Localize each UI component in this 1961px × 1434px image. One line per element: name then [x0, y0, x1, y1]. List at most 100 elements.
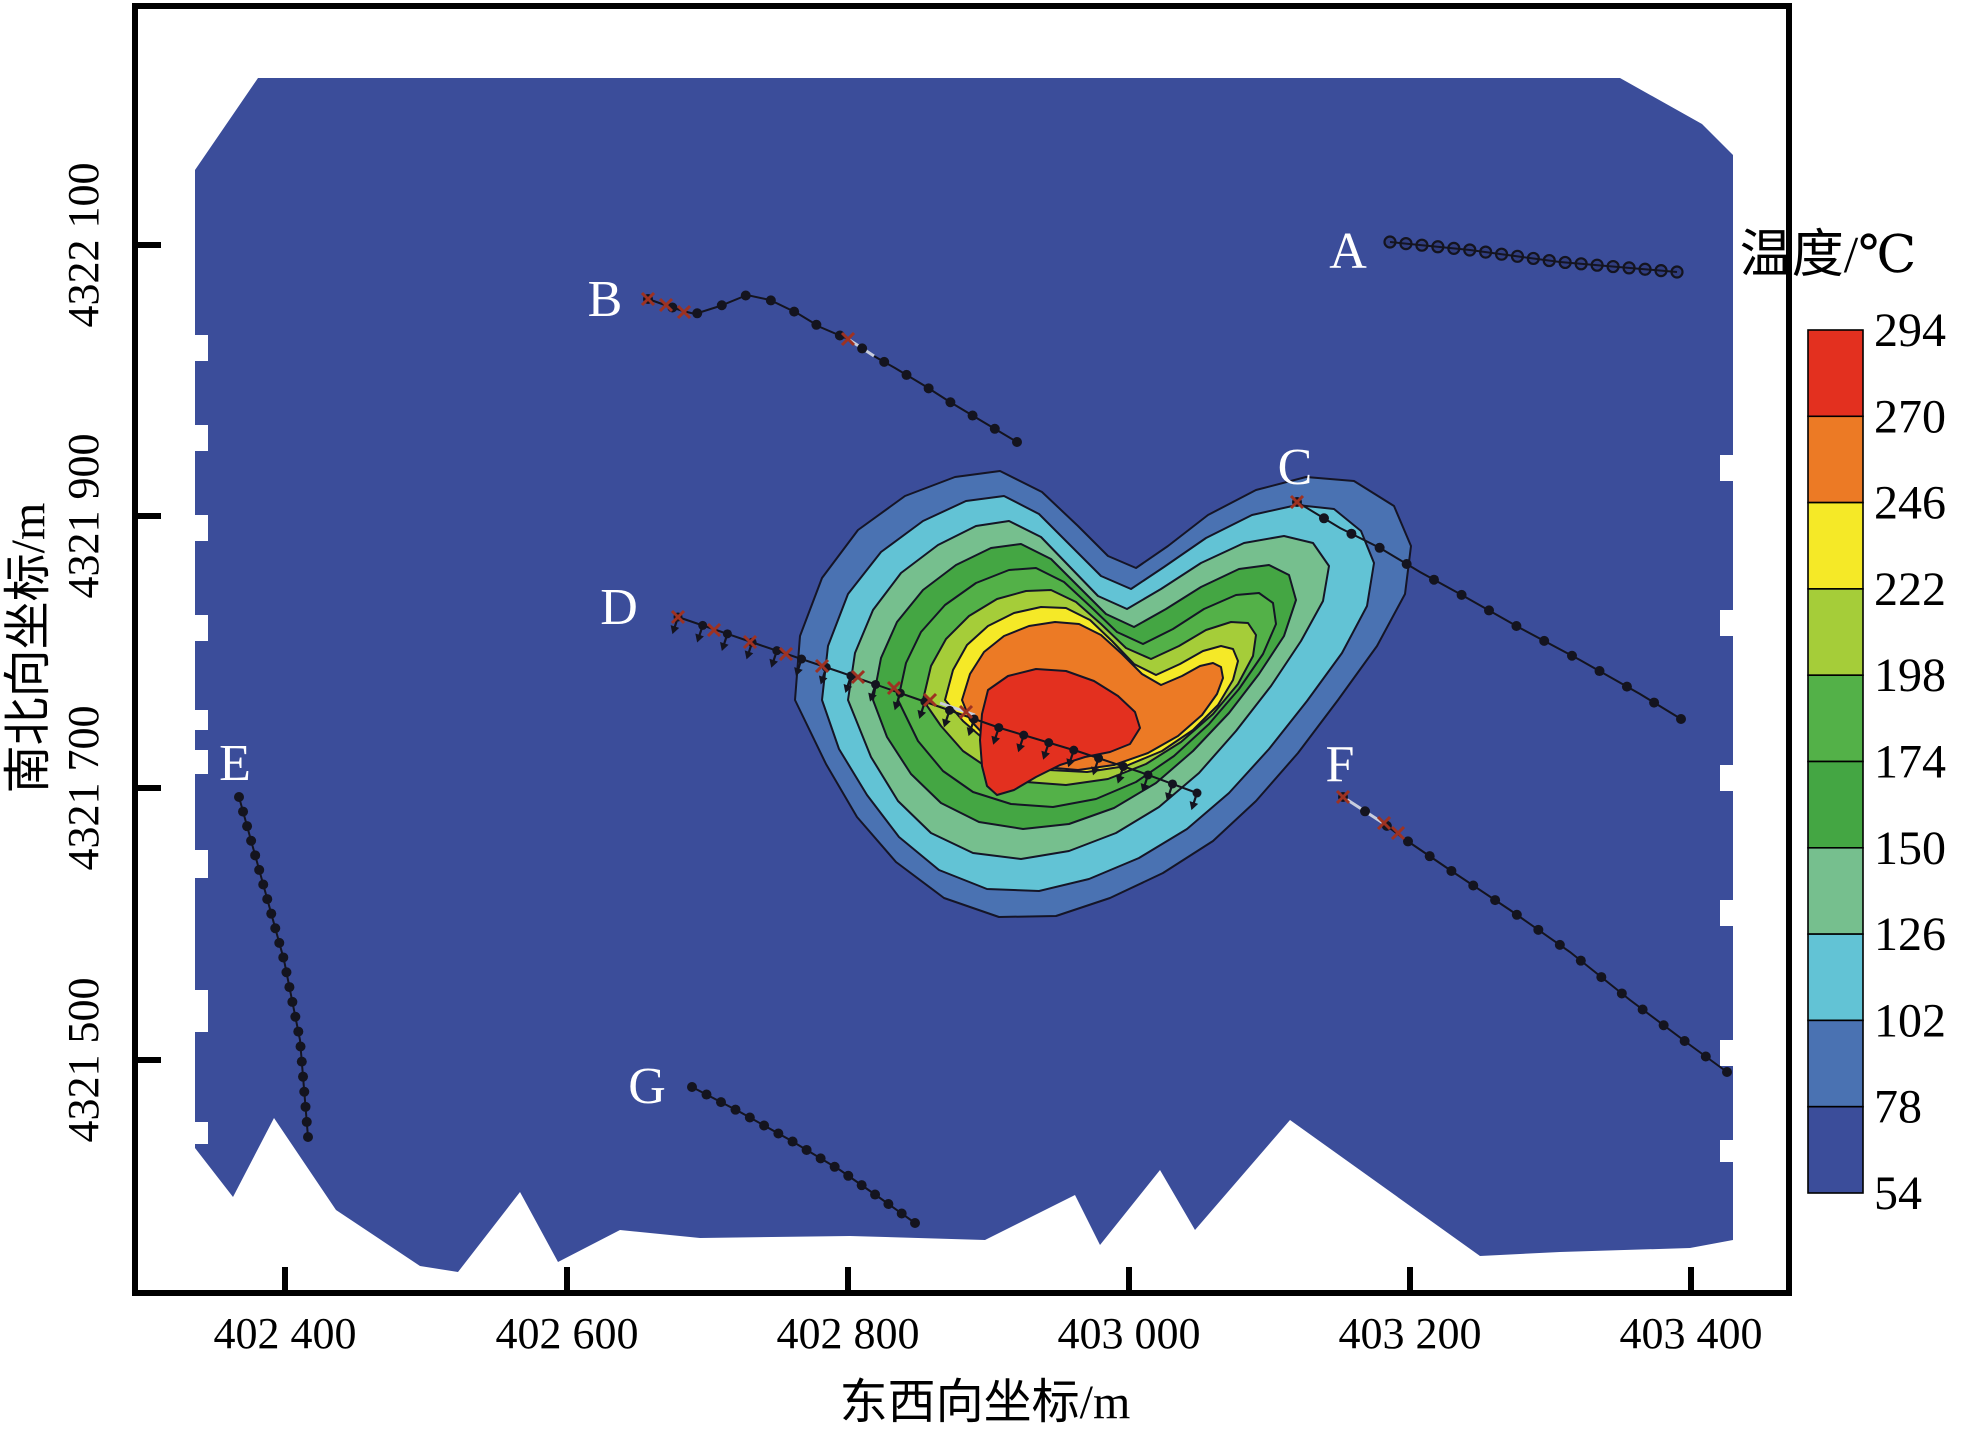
well-marker-dot — [815, 1153, 826, 1164]
downward-arrow-marker — [1091, 759, 1100, 776]
well-marker-dot — [1401, 558, 1412, 569]
well-marker-dot — [923, 383, 934, 394]
y-axis-tick-label: 4321 700 — [59, 706, 108, 871]
arrow-head — [1140, 783, 1150, 793]
well-marker-dot — [856, 1180, 867, 1191]
x-axis-tick-label: 402 800 — [777, 1309, 920, 1358]
well-label-C: C — [1278, 439, 1313, 496]
legend-color-cell — [1807, 760, 1864, 849]
legend-color-cell — [1807, 846, 1864, 935]
well-marker-dot — [1456, 589, 1467, 600]
well-marker-dot — [1596, 972, 1607, 983]
red-x-marker — [1390, 825, 1406, 841]
red-x-marker — [742, 634, 758, 650]
well-trace-B: B — [588, 271, 1022, 447]
well-marker-dot — [1424, 851, 1435, 862]
arrow-head — [1165, 792, 1174, 802]
downward-arrow-marker — [1066, 751, 1075, 768]
arrow-head — [670, 625, 680, 635]
well-marker-dot — [258, 879, 269, 890]
red-x-marker — [840, 331, 856, 347]
well-marker-dot — [1649, 697, 1660, 708]
boundary-notch — [195, 1122, 208, 1144]
downward-arrow-marker — [1165, 785, 1174, 802]
well-marker-dot — [274, 937, 285, 948]
well-marker-dot — [242, 821, 253, 832]
boundary-notch — [1720, 1040, 1733, 1066]
well-marker-open-circle — [1606, 259, 1620, 274]
downward-arrow-marker — [966, 720, 976, 737]
red-x-marker — [922, 692, 938, 708]
well-marker-dot — [266, 908, 277, 919]
well-marker-open-circle — [1574, 257, 1588, 271]
well-marker-dot — [879, 356, 890, 367]
arrow-head — [892, 701, 902, 711]
red-x-marker — [658, 297, 674, 313]
arrow-head — [1041, 750, 1050, 760]
well-marker-dot — [722, 629, 732, 639]
arrow-head — [1016, 743, 1025, 753]
well-marker-dot — [1658, 1020, 1669, 1031]
well-marker-open-circle — [1447, 241, 1461, 255]
well-marker-dot — [1700, 1051, 1711, 1062]
arrow-head — [695, 633, 704, 643]
well-marker-open-circle — [1415, 238, 1429, 252]
well-marker-dot — [293, 1026, 304, 1037]
downward-arrow-marker — [892, 694, 902, 711]
well-marker-dot — [1722, 1067, 1732, 1077]
downward-arrow-marker — [769, 652, 779, 668]
well-label-D: D — [600, 579, 638, 636]
well-marker-dot — [896, 1208, 907, 1219]
red-x-marker — [814, 658, 830, 674]
arrow-head — [917, 709, 927, 719]
well-marker-dot — [772, 646, 782, 656]
well-marker-dot — [1044, 738, 1054, 748]
well-path — [647, 293, 1018, 443]
well-marker-dot — [1566, 650, 1577, 661]
well-marker-dot — [910, 1218, 920, 1228]
well-marker-dot — [250, 850, 261, 861]
well-traces-layer: A B C D E F G — [219, 223, 1732, 1228]
well-trace-E: E — [219, 735, 313, 1142]
axis-ticks-layer: 402 400 402 600 402 800 403 000 403 200 403 4… — [59, 163, 1763, 1359]
well-marker-dot — [870, 1189, 881, 1200]
legend-color-cell — [1807, 674, 1864, 763]
well-marker-dot — [1192, 788, 1202, 798]
boundary-notch — [1720, 610, 1733, 636]
well-marker-dot — [945, 397, 956, 408]
boundary-notch — [195, 710, 208, 730]
well-trace-A: A — [1329, 223, 1684, 280]
boundary-notch — [1720, 765, 1733, 791]
well-marker-dot — [1676, 714, 1686, 724]
legend-color-cell — [1807, 1105, 1864, 1194]
arrow-head — [794, 667, 803, 677]
well-marker-dot — [1318, 513, 1329, 524]
well-marker-dot — [740, 290, 751, 301]
arrow-head — [868, 692, 877, 702]
well-marker-open-circle — [1654, 264, 1668, 278]
well-marker-dot — [883, 1198, 894, 1209]
well-marker-dot — [281, 967, 292, 978]
downward-arrow-marker — [1041, 744, 1050, 760]
legend-tick-label: 198 — [1874, 649, 1946, 702]
y-axis-title: 南北向坐标/m — [2, 503, 55, 794]
well-marker-open-circle — [1494, 247, 1509, 261]
legend-layer: 294 270 246 222 198 174 150 126 102 78 54 — [1807, 304, 1946, 1220]
downward-arrow-marker — [843, 677, 853, 693]
downward-arrow-marker — [991, 729, 1000, 745]
well-marker-dot — [1490, 895, 1501, 906]
downward-arrow-marker — [744, 643, 754, 660]
well-marker-dot — [967, 410, 978, 421]
well-marker-open-circle — [1558, 255, 1572, 270]
boundary-notch — [195, 515, 208, 541]
red-x-marker — [1335, 789, 1351, 805]
well-marker-dot — [1143, 770, 1153, 780]
well-marker-open-circle — [1479, 245, 1493, 259]
red-x-marker — [706, 622, 722, 638]
well-marker-dot — [989, 423, 1000, 434]
well-marker-open-circle — [1399, 236, 1413, 251]
legend-title: 温度/℃ — [1740, 227, 1917, 284]
well-marker-dot — [692, 308, 703, 319]
well-marker-dot — [797, 654, 807, 664]
arrow-head — [744, 650, 754, 660]
